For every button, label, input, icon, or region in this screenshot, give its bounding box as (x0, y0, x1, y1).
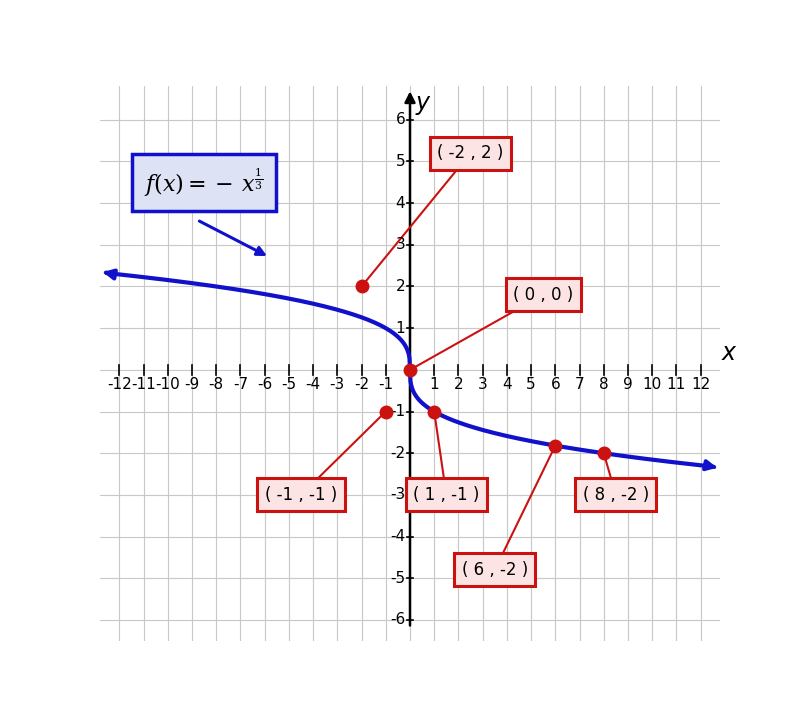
Text: ( 8 , -2 ): ( 8 , -2 ) (582, 486, 649, 504)
Text: ( 1 , -1 ): ( 1 , -1 ) (413, 486, 479, 504)
Text: 6: 6 (395, 112, 405, 127)
Text: 3: 3 (395, 238, 405, 252)
Text: -3: -3 (390, 487, 405, 503)
Text: ( 6 , -2 ): ( 6 , -2 ) (462, 561, 528, 579)
Text: -2: -2 (390, 446, 405, 461)
Text: -6: -6 (390, 613, 405, 627)
Text: -7: -7 (233, 377, 248, 392)
Text: 5: 5 (395, 154, 405, 169)
Text: 7: 7 (574, 377, 584, 392)
Text: -6: -6 (257, 377, 272, 392)
Text: 2: 2 (395, 279, 405, 294)
Text: 9: 9 (623, 377, 633, 392)
Text: -5: -5 (282, 377, 297, 392)
Text: -4: -4 (390, 529, 405, 544)
Text: 1: 1 (395, 320, 405, 336)
Text: 6: 6 (550, 377, 560, 392)
Text: ( 0 , 0 ): ( 0 , 0 ) (513, 286, 574, 304)
Text: ( -1 , -1 ): ( -1 , -1 ) (265, 486, 337, 504)
Text: 10: 10 (642, 377, 662, 392)
Text: 8: 8 (599, 377, 609, 392)
Text: -12: -12 (107, 377, 132, 392)
Text: -5: -5 (390, 571, 405, 586)
Text: ( -2 , 2 ): ( -2 , 2 ) (438, 144, 504, 162)
Text: y: y (416, 91, 430, 114)
Text: 12: 12 (691, 377, 710, 392)
Text: 3: 3 (478, 377, 487, 392)
Text: -10: -10 (155, 377, 180, 392)
Text: 1: 1 (430, 377, 439, 392)
Text: 4: 4 (502, 377, 512, 392)
Text: 11: 11 (666, 377, 686, 392)
Text: x: x (722, 341, 735, 365)
Text: 4: 4 (395, 196, 405, 211)
Text: 5: 5 (526, 377, 536, 392)
Text: 2: 2 (454, 377, 463, 392)
Text: -11: -11 (131, 377, 156, 392)
Text: -1: -1 (390, 404, 405, 419)
Text: -9: -9 (185, 377, 200, 392)
Text: -2: -2 (354, 377, 369, 392)
Text: $f(x)= -\,x^{\frac{1}{3}}$: $f(x)= -\,x^{\frac{1}{3}}$ (144, 166, 264, 199)
Text: -8: -8 (209, 377, 224, 392)
Text: -1: -1 (378, 377, 394, 392)
Text: -4: -4 (306, 377, 321, 392)
Text: -3: -3 (330, 377, 345, 392)
